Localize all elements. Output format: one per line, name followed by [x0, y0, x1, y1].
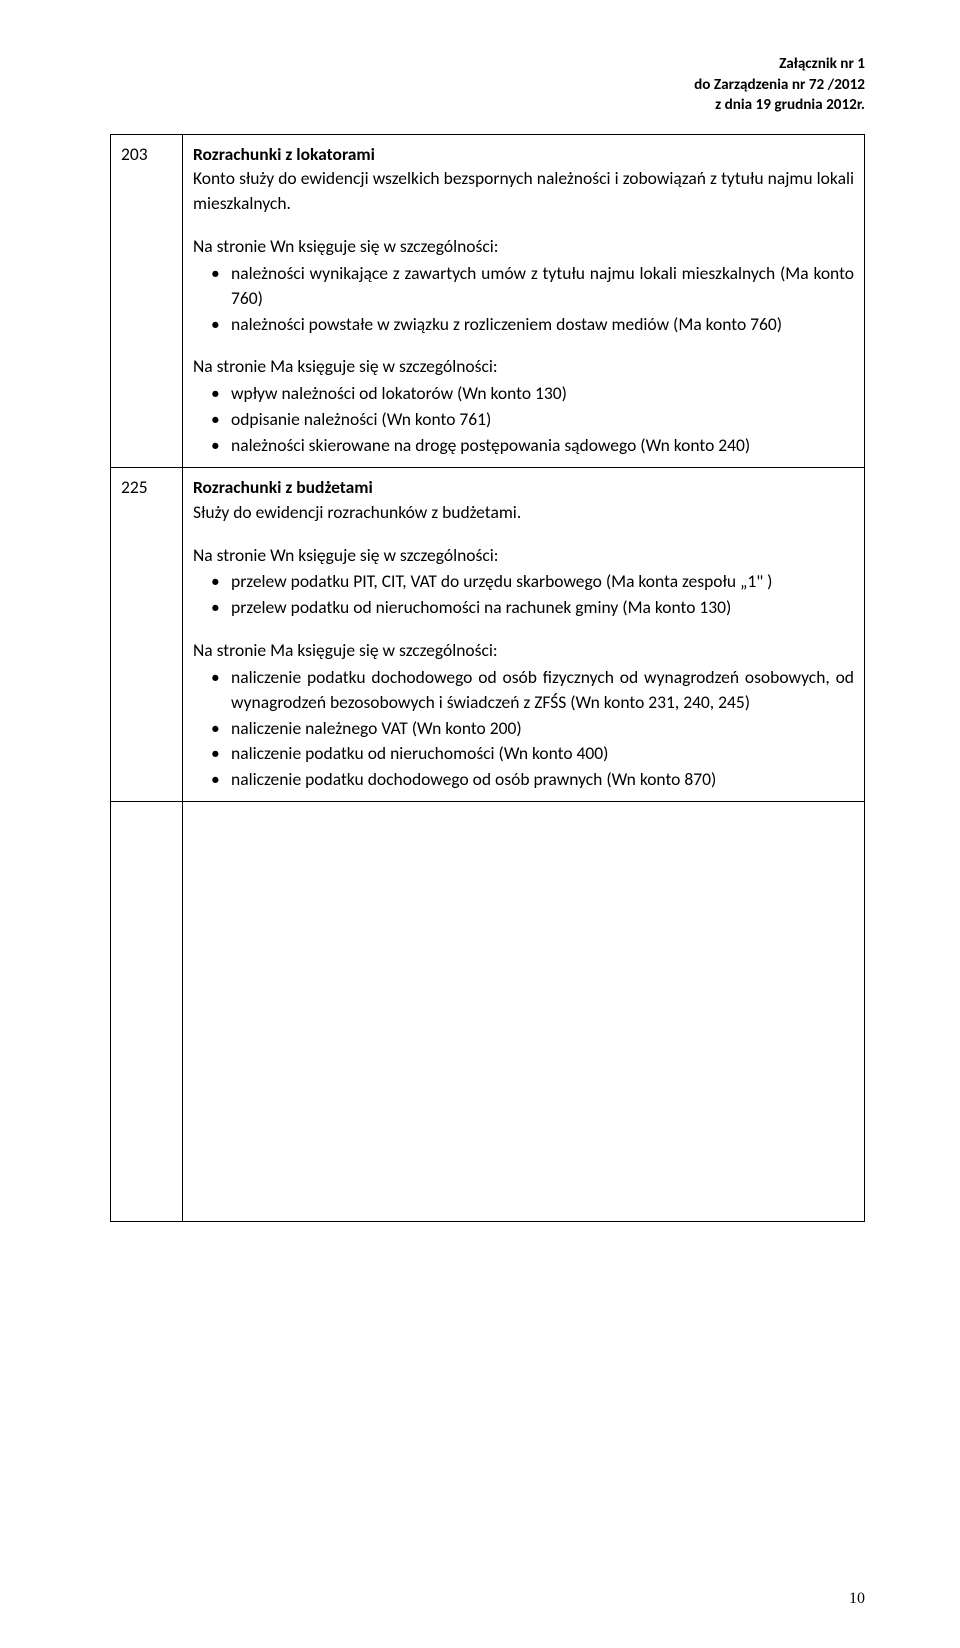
list-item: należności wynikające z zawartych umów z… [193, 261, 854, 311]
account-title-line: Rozrachunki z lokatorami [193, 142, 854, 167]
bullet-list: przelew podatku PIT, CIT, VAT do urzędu … [193, 569, 854, 620]
account-code: 225 [111, 467, 183, 801]
table-row: 203 Rozrachunki z lokatorami Konto służy… [111, 134, 865, 467]
account-title-line: Rozrachunki z budżetami [193, 475, 854, 500]
empty-body-cell [183, 802, 865, 1222]
document-page: Załącznik nr 1 do Zarządzenia nr 72 /201… [0, 0, 960, 1648]
bullet-list: wpływ należności od lokatorów (Wn konto … [193, 381, 854, 458]
account-body: Rozrachunki z lokatorami Konto służy do … [183, 134, 865, 467]
list-item: odpisanie należności (Wn konto 761) [193, 407, 854, 432]
list-item: naliczenie podatku od nieruchomości (Wn … [193, 741, 854, 766]
account-title: Rozrachunki z budżetami [193, 476, 373, 498]
list-item: przelew podatku od nieruchomości na rach… [193, 595, 854, 620]
account-description: Służy do ewidencji rozrachunków z budżet… [193, 500, 854, 525]
header-line-2: do Zarządzenia nr 72 /2012 [110, 75, 865, 96]
document-header: Załącznik nr 1 do Zarządzenia nr 72 /201… [110, 54, 865, 116]
list-item: naliczenie podatku dochodowego od osób f… [193, 665, 854, 715]
header-line-1: Załącznik nr 1 [110, 54, 865, 75]
list-item: naliczenie podatku dochodowego od osób p… [193, 767, 854, 792]
accounts-table: 203 Rozrachunki z lokatorami Konto służy… [110, 134, 865, 1223]
list-item: przelew podatku PIT, CIT, VAT do urzędu … [193, 569, 854, 594]
list-item: należności skierowane na drogę postępowa… [193, 433, 854, 458]
page-number: 10 [849, 1590, 865, 1608]
account-code: 203 [111, 134, 183, 467]
account-title: Rozrachunki z lokatorami [193, 143, 375, 165]
group-lead: Na stronie Ma księguje się w szczególnoś… [193, 354, 854, 379]
table-row: 225 Rozrachunki z budżetami Służy do ewi… [111, 467, 865, 801]
list-item: należności powstałe w związku z rozlicze… [193, 312, 854, 337]
bullet-list: naliczenie podatku dochodowego od osób f… [193, 665, 854, 792]
list-item: wpływ należności od lokatorów (Wn konto … [193, 381, 854, 406]
table-row-empty [111, 802, 865, 1222]
account-description: Konto służy do ewidencji wszelkich bezsp… [193, 166, 854, 216]
group-lead: Na stronie Ma księguje się w szczególnoś… [193, 638, 854, 663]
header-line-3: z dnia 19 grudnia 2012r. [110, 95, 865, 116]
account-body: Rozrachunki z budżetami Służy do ewidenc… [183, 467, 865, 801]
list-item: naliczenie należnego VAT (Wn konto 200) [193, 716, 854, 741]
group-lead: Na stronie Wn księguje się w szczególnoś… [193, 543, 854, 568]
empty-code-cell [111, 802, 183, 1222]
bullet-list: należności wynikające z zawartych umów z… [193, 261, 854, 337]
group-lead: Na stronie Wn księguje się w szczególnoś… [193, 234, 854, 259]
